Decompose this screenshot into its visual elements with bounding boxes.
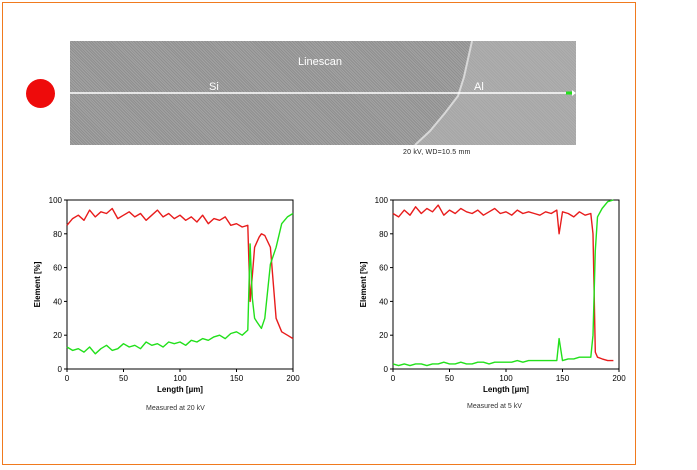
series-line-si: [66, 207, 294, 340]
x-tick-label: 150: [230, 374, 244, 383]
y-tick-label: 0: [58, 365, 63, 374]
y-tick-label: 60: [379, 264, 388, 273]
x-tick-label: 200: [286, 374, 300, 383]
y-tick-label: 20: [379, 331, 388, 340]
figure-frame: [2, 2, 636, 465]
linescan-chart-5kv: 0 50 100 150 200 0 20 40 60 80 100 Length [µm] Eleme…: [359, 196, 626, 394]
si-region-label: Si: [209, 81, 219, 93]
x-tick-label: 0: [65, 374, 70, 383]
y-axis-label: Element [%]: [33, 261, 42, 307]
scan-arrow-icon: [572, 90, 576, 96]
linescan-label: Linescan: [298, 56, 343, 68]
x-axis-label: Length [µm]: [483, 385, 529, 394]
chart-caption-right: Measured at 5 kV: [467, 403, 522, 410]
y-tick-label: 40: [379, 297, 388, 306]
y-tick-label: 100: [375, 196, 389, 205]
plot-area: [66, 199, 294, 370]
y-axis-label: Element [%]: [359, 261, 368, 307]
y-tick-label: 100: [49, 196, 63, 205]
y-tick-label: 80: [53, 230, 62, 239]
x-tick-label: 50: [445, 374, 454, 383]
y-tick-label: 40: [53, 297, 62, 306]
chart-caption-left: Measured at 20 kV: [146, 405, 205, 412]
x-tick-label: 50: [119, 374, 128, 383]
grain-boundary: [414, 41, 473, 145]
x-tick-label: 100: [173, 374, 187, 383]
plot-area: [392, 199, 620, 370]
y-tick-label: 80: [379, 230, 388, 239]
series-line-al: [66, 212, 294, 355]
sem-overlay: [70, 41, 576, 145]
y-tick-label: 20: [53, 331, 62, 340]
series-line-si: [392, 204, 614, 362]
y-tick-label: 60: [53, 264, 62, 273]
linescan-chart-20kv: 0 50 100 150 200 0 20 40 60 80 100 Length [µm] Eleme…: [33, 196, 300, 394]
y-tick-label: 0: [384, 365, 389, 374]
series-line-al: [392, 199, 614, 367]
x-tick-label: 150: [556, 374, 570, 383]
x-tick-label: 0: [391, 374, 396, 383]
marker-dot: [26, 79, 55, 108]
x-axis-label: Length [µm]: [157, 385, 203, 394]
x-tick-label: 100: [499, 374, 513, 383]
x-tick-label: 200: [612, 374, 626, 383]
sem-scale-text: 20 kV, WD=10.5 mm: [403, 149, 471, 156]
sem-image: Linescan Si Al: [70, 41, 576, 145]
al-region-label: Al: [474, 81, 484, 93]
